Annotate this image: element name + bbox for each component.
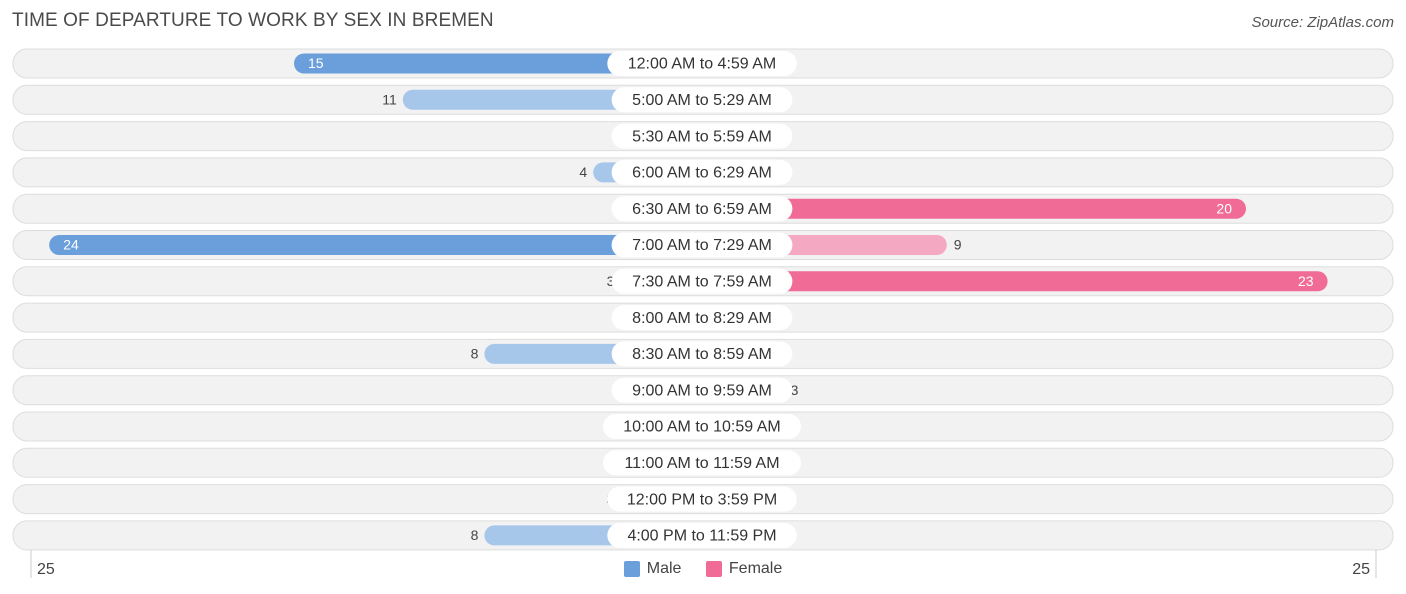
category-pill [611,87,793,113]
bar-female [702,271,1328,292]
value-label-female: 9 [954,237,962,253]
category-label: 4:00 PM to 11:59 PM [627,528,776,545]
category-label: 11:00 AM to 11:59 AM [624,455,779,472]
category-pill [611,377,793,403]
legend-label-female: Female [728,560,783,577]
legend-swatch-female [705,561,722,577]
value-label-male: 8 [471,527,479,543]
category-label: 12:00 PM to 3:59 PM [627,491,777,508]
category-label: 10:00 AM to 10:59 AM [623,419,780,436]
category-label: 9:00 AM to 9:59 AM [632,382,772,399]
category-label: 6:30 AM to 6:59 AM [632,201,772,218]
category-label: 5:00 AM to 5:29 AM [632,92,772,109]
chart-title: TIME OF DEPARTURE TO WORK BY SEX IN BREM… [12,10,494,31]
category-label: 8:00 AM to 8:29 AM [632,310,772,327]
value-label-male: 3 [607,273,615,289]
value-label-male: 24 [63,237,79,253]
category-pill [611,268,793,294]
source-label: Source: ZipAtlas.com [1251,14,1394,31]
value-label-male: 8 [471,346,479,362]
bar-female [702,198,1246,219]
value-label-female: 23 [1298,273,1314,289]
value-label-female: 3 [791,382,799,398]
value-label-female: 20 [1216,200,1232,216]
bar-male [49,235,702,255]
category-pill [603,414,801,439]
category-label: 6:00 AM to 6:29 AM [632,165,772,182]
legend: Male Female [0,560,1406,582]
category-pill [603,450,801,476]
category-pill [611,196,793,222]
value-label-male: 4 [579,164,587,180]
value-label-male: 15 [308,55,324,71]
value-label-male: 11 [382,92,397,108]
axis-right-label: 25 [1352,561,1370,578]
category-label: 5:30 AM to 5:59 AM [632,128,772,145]
category-pill [611,159,793,185]
category-label: 8:30 AM to 8:59 AM [632,346,772,363]
category-pill [607,486,797,512]
category-pill [607,51,797,76]
category-pill [611,341,793,367]
category-pill [607,522,797,548]
category-label: 12:00 AM to 4:59 AM [628,56,777,73]
category-label: 7:00 AM to 7:29 AM [632,237,772,254]
category-pill [611,305,793,331]
category-pill [611,232,793,258]
bar-male [294,53,702,74]
category-label: 7:30 AM to 7:59 AM [632,274,772,291]
legend-label-male: Male [646,560,682,577]
legend-item-female: Female [705,560,783,578]
axis-left-label: 25 [37,561,55,578]
category-pill [611,123,793,149]
legend-swatch-male [623,561,640,577]
legend-item-male: Male [623,560,682,578]
